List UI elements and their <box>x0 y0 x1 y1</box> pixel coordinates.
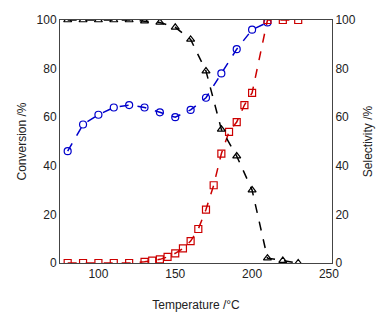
svg-text:60: 60 <box>335 110 349 124</box>
svg-text:40: 40 <box>335 159 349 173</box>
svg-text:250: 250 <box>319 267 339 281</box>
svg-text:100: 100 <box>37 13 57 27</box>
svg-text:80: 80 <box>43 62 57 76</box>
svg-text:100: 100 <box>335 13 355 27</box>
svg-text:20: 20 <box>335 208 349 222</box>
svg-text:60: 60 <box>43 110 57 124</box>
svg-text:100: 100 <box>88 267 108 281</box>
svg-text:200: 200 <box>242 267 262 281</box>
svg-text:40: 40 <box>43 159 57 173</box>
svg-text:20: 20 <box>43 208 57 222</box>
svg-text:0: 0 <box>335 256 342 270</box>
svg-text:Temperature /°C: Temperature /°C <box>152 298 240 312</box>
svg-text:150: 150 <box>165 267 185 281</box>
svg-text:80: 80 <box>335 62 349 76</box>
svg-text:0: 0 <box>50 256 57 270</box>
svg-text:Conversion /%: Conversion /% <box>15 102 29 180</box>
svg-text:Selectivity /%: Selectivity /% <box>361 105 375 177</box>
